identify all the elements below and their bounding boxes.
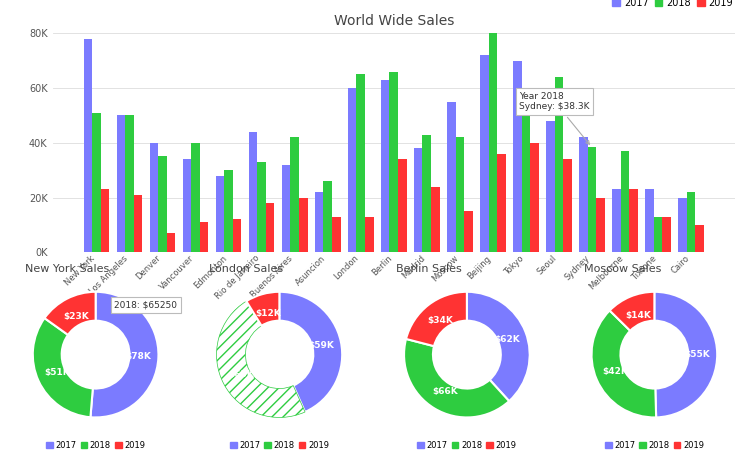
- Wedge shape: [33, 318, 93, 417]
- Text: $55K: $55K: [684, 349, 710, 358]
- Legend: 2017, 2018, 2019: 2017, 2018, 2019: [226, 437, 332, 453]
- Bar: [323, 181, 332, 252]
- Wedge shape: [404, 339, 509, 417]
- Text: Year 2018
Sydney: $38.3K: Year 2018 Sydney: $38.3K: [519, 92, 590, 144]
- Bar: [389, 72, 398, 252]
- Bar: [149, 143, 158, 252]
- Wedge shape: [406, 292, 467, 346]
- Bar: [422, 135, 431, 252]
- Bar: [455, 138, 464, 252]
- Wedge shape: [44, 292, 96, 335]
- Bar: [530, 143, 538, 252]
- Title: World Wide Sales: World Wide Sales: [334, 14, 454, 28]
- Legend: 2017, 2018, 2019: 2017, 2018, 2019: [608, 0, 737, 12]
- Wedge shape: [466, 292, 530, 401]
- Bar: [431, 187, 439, 252]
- Bar: [546, 121, 555, 252]
- Bar: [488, 33, 497, 252]
- Bar: [191, 143, 200, 252]
- Bar: [332, 217, 340, 252]
- Text: $23K: $23K: [63, 312, 89, 321]
- Bar: [513, 61, 521, 252]
- Bar: [596, 198, 604, 252]
- Bar: [645, 189, 654, 252]
- Bar: [200, 222, 208, 252]
- Wedge shape: [592, 310, 656, 417]
- Bar: [365, 217, 374, 252]
- Text: London Sales: London Sales: [209, 264, 283, 274]
- Bar: [695, 225, 704, 252]
- Bar: [290, 138, 299, 252]
- Bar: [464, 211, 472, 252]
- Bar: [414, 149, 422, 252]
- Bar: [678, 198, 687, 252]
- Bar: [579, 138, 588, 252]
- Text: $14K: $14K: [625, 311, 651, 320]
- Bar: [398, 159, 406, 252]
- Wedge shape: [279, 292, 342, 412]
- Bar: [257, 162, 266, 252]
- Bar: [83, 39, 92, 252]
- Bar: [563, 159, 572, 252]
- Bar: [158, 157, 166, 252]
- Wedge shape: [654, 292, 717, 417]
- Bar: [282, 165, 290, 252]
- Text: Moscow Sales: Moscow Sales: [584, 264, 661, 274]
- Text: $66K: $66K: [432, 387, 457, 396]
- Text: $62K: $62K: [494, 335, 520, 344]
- Text: Berlin Sales: Berlin Sales: [396, 264, 462, 274]
- Bar: [249, 132, 257, 252]
- Bar: [299, 198, 307, 252]
- Bar: [629, 189, 638, 252]
- Text: $59K: $59K: [308, 341, 334, 350]
- Bar: [480, 55, 488, 252]
- Text: $42K: $42K: [602, 367, 628, 376]
- Legend: 2017, 2018, 2019: 2017, 2018, 2019: [414, 437, 520, 453]
- Bar: [348, 88, 356, 252]
- Wedge shape: [610, 292, 655, 331]
- Wedge shape: [91, 292, 158, 417]
- Bar: [521, 94, 530, 252]
- Legend: 2017, 2018, 2019: 2017, 2018, 2019: [43, 437, 148, 453]
- Legend: 2017, 2018, 2019: 2017, 2018, 2019: [602, 437, 707, 453]
- Text: $34K: $34K: [427, 317, 454, 326]
- Bar: [100, 189, 109, 252]
- Text: $12K: $12K: [255, 309, 280, 318]
- Text: New York Sales: New York Sales: [25, 264, 109, 274]
- Bar: [166, 233, 176, 252]
- Bar: [588, 148, 596, 252]
- Bar: [232, 219, 242, 252]
- Bar: [125, 116, 134, 252]
- Text: $78K: $78K: [125, 352, 152, 361]
- Bar: [381, 80, 389, 252]
- Bar: [687, 192, 695, 252]
- Bar: [612, 189, 621, 252]
- Bar: [654, 217, 662, 252]
- Bar: [621, 151, 629, 252]
- Text: 2018: $65250: 2018: $65250: [115, 300, 178, 309]
- Bar: [497, 154, 506, 252]
- Bar: [315, 192, 323, 252]
- Bar: [134, 195, 142, 252]
- Bar: [447, 102, 455, 252]
- Text: $65K: $65K: [229, 370, 254, 379]
- Wedge shape: [246, 292, 280, 326]
- Wedge shape: [217, 301, 305, 417]
- Bar: [92, 113, 100, 252]
- Text: $51K: $51K: [44, 368, 70, 377]
- Bar: [555, 77, 563, 252]
- Bar: [266, 203, 274, 252]
- Bar: [224, 170, 232, 252]
- Bar: [356, 74, 365, 252]
- Bar: [116, 116, 125, 252]
- Bar: [662, 217, 671, 252]
- Bar: [216, 176, 224, 252]
- Bar: [183, 159, 191, 252]
